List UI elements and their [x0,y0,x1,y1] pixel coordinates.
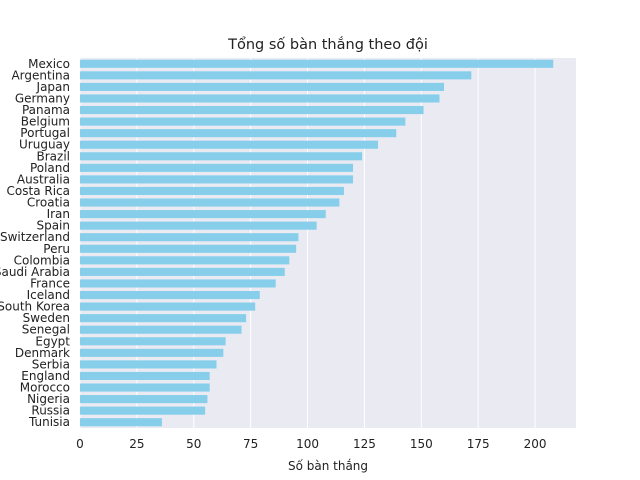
bar [80,117,406,126]
bar [80,256,290,265]
y-tick-label: Sweden [23,311,70,325]
bar [80,198,340,207]
bar [80,406,206,415]
y-tick-label: Brazil [37,149,71,163]
y-tick-label: South Korea [0,300,70,314]
x-axis-label: Số bàn thắng [288,459,368,473]
bar [80,371,210,381]
x-tick-label: 175 [467,437,490,451]
bar [80,418,162,427]
y-axis-ticks: MexicoArgentinaJapanGermanyPanamaBelgium… [0,57,70,429]
y-tick-label: Serbia [32,357,70,371]
y-tick-label: Egypt [35,334,70,348]
bar [80,94,440,103]
bar [80,348,224,357]
bar [80,337,226,346]
bar [80,314,247,323]
y-tick-label: Peru [43,242,70,256]
bar [80,325,242,334]
x-axis-ticks: 0 25 50 75 100 125 150 175 200 [76,437,546,451]
x-tick-label: 150 [410,437,433,451]
y-tick-label: Argentina [11,68,70,82]
y-tick-label: Spain [36,219,70,233]
y-tick-label: Denmark [15,346,70,360]
y-tick-label: Tunisia [28,415,70,429]
chart-title: Tổng số bàn thắng theo đội [227,36,428,53]
y-tick-label: Mexico [28,57,70,71]
y-tick-label: Poland [30,161,70,175]
y-tick-label: Japan [36,80,70,94]
y-tick-label: Iceland [27,288,70,302]
bar [80,175,354,184]
y-tick-label: France [30,276,70,290]
y-tick-label: Costa Rica [7,184,70,198]
y-tick-label: Iran [47,207,70,221]
bar [80,360,217,369]
bar [80,129,397,138]
bars [80,59,554,427]
x-tick-label: 0 [76,437,84,451]
x-tick-label: 100 [296,437,319,451]
y-tick-label: Nigeria [27,392,70,406]
x-tick-label: 25 [129,437,144,451]
bar [80,290,260,300]
bar [80,105,424,115]
bar [80,221,317,230]
bar [80,395,208,404]
x-tick-label: 200 [524,437,547,451]
bar [80,267,285,276]
y-tick-label: Colombia [14,253,70,267]
y-tick-label: Portugal [20,126,70,140]
bar [80,71,472,80]
bar [80,233,299,242]
y-tick-label: Russia [31,404,70,418]
bar [80,163,354,172]
y-tick-label: Uruguay [19,138,70,152]
bar [80,152,363,161]
bar [80,383,210,392]
x-tick-label: 50 [186,437,201,451]
bar [80,244,297,253]
y-tick-label: Switzerland [0,230,70,244]
x-tick-label: 75 [243,437,258,451]
x-tick-label: 125 [353,437,376,451]
bar [80,59,554,68]
y-tick-label: Belgium [21,115,70,129]
y-tick-label: Saudi Arabia [0,265,70,279]
bar [80,186,344,196]
y-tick-label: Senegal [22,323,70,337]
bar [80,302,256,311]
y-tick-label: England [21,369,70,383]
y-tick-label: Panama [22,103,70,117]
y-tick-label: Germany [15,91,70,105]
y-tick-label: Australia [17,172,70,186]
y-tick-label: Croatia [27,196,70,210]
y-tick-label: Morocco [20,381,70,395]
bar [80,140,379,149]
bar [80,82,445,91]
bar [80,279,276,288]
bar [80,210,326,219]
